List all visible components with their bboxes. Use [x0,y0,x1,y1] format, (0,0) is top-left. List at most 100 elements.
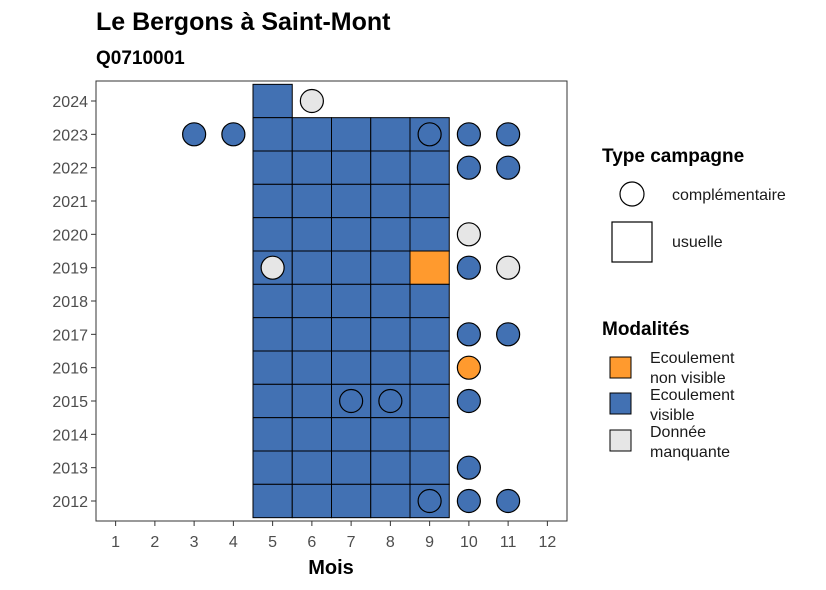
plot-area [95,80,568,522]
tile-2022-8 [370,150,411,185]
point-2022-11 [496,155,521,180]
point-2017-10 [456,322,481,347]
y-tick-label-2022: 2022 [52,161,88,178]
tile-2017-7 [331,317,372,352]
legend-type-usuelle: usuelle [672,234,723,251]
y-tick-label-2012: 2012 [52,494,88,511]
legend-swatch-manquante [609,429,632,452]
point-2024-6 [299,88,324,114]
y-tick-label-2014: 2014 [52,427,88,444]
x-tick-label-5: 5 [268,534,277,551]
tile-2012-8 [370,483,411,519]
tile-2021-9 [409,183,450,219]
x-tick-label-8: 8 [386,534,395,551]
legend-non-visible-line2: non visible [650,370,726,387]
tile-2016-7 [331,350,372,385]
tile-2024-5 [252,83,293,119]
legend-modalites-title: Modalités [602,319,690,340]
tile-2023-8 [370,117,411,152]
tile-2020-7 [331,217,372,252]
tile-2018-8 [370,283,411,319]
legend-type-campagne: Type campagne complémentaire usuelle [602,146,786,263]
legend-swatch-visible [609,392,632,415]
tile-2013-5 [252,450,293,485]
point-2019-10 [456,255,481,280]
point-2020-10 [456,222,481,247]
x-tick-label-11: 11 [500,534,517,551]
x-tick-label-2: 2 [150,534,159,551]
tile-2013-8 [370,450,411,485]
tile-2014-5 [252,417,293,452]
tile-2013-6 [291,450,332,485]
point-2013-10 [456,455,481,480]
tile-2018-5 [252,283,293,319]
tile-2014-7 [331,417,372,452]
tile-2021-5 [252,183,293,219]
tile-2022-7 [331,150,372,185]
tile-2015-5 [252,383,293,419]
point-2017-11 [496,322,521,347]
x-tick-label-1: 1 [111,534,120,551]
y-tick-label-2013: 2013 [52,461,88,478]
legend-square-symbol [611,221,653,263]
y-tick-label-2015: 2015 [52,394,88,411]
x-tick-label-12: 12 [538,534,556,551]
tile-2015-6 [291,383,332,419]
y-tick-label-2023: 2023 [52,127,88,144]
x-axis-label: Mois [308,557,354,579]
y-tick-label-2017: 2017 [52,327,88,344]
tile-2021-8 [370,183,411,219]
point-2023-9 [417,122,442,147]
tile-2018-9 [409,283,450,319]
y-tick-label-2019: 2019 [52,261,88,278]
tile-2023-6 [291,117,332,152]
tile-2023-5 [252,117,293,152]
point-2015-7 [339,388,364,414]
y-tick-label-2016: 2016 [52,361,88,378]
tile-2020-9 [409,217,450,252]
x-tick-label-7: 7 [347,534,356,551]
x-tick-label-4: 4 [229,534,238,551]
legend-manquante-line1: Donnée [650,424,706,441]
point-2019-5 [260,255,285,280]
point-2012-9 [417,488,442,514]
tile-2014-8 [370,417,411,452]
legend-visible-line1: Ecoulement [650,387,735,404]
y-tick-label-2021: 2021 [52,194,88,211]
y-tick-label-2020: 2020 [52,227,88,244]
point-2023-10 [456,122,481,147]
y-tick-label-2024: 2024 [52,94,88,111]
legend-non-visible-line1: Ecoulement [650,350,735,367]
tile-2014-9 [409,417,450,452]
point-2023-4 [221,122,246,147]
x-tick-label-6: 6 [307,534,316,551]
point-2012-10 [456,488,481,514]
x-tick-label-3: 3 [190,534,199,551]
tile-2012-7 [331,483,372,519]
tile-2012-6 [291,483,332,519]
legend-manquante-line2: manquante [650,444,730,461]
tile-2016-6 [291,350,332,385]
legend-type-title: Type campagne [602,146,744,167]
legend-modalites: Modalités Ecoulement non visible Ecoulem… [602,319,735,461]
tile-2019-9 [409,250,450,285]
tile-2019-7 [331,250,372,285]
tile-2021-7 [331,183,372,219]
y-tick-label-2018: 2018 [52,294,88,311]
tile-2013-9 [409,450,450,485]
chart-title: Le Bergons à Saint-Mont [96,8,391,36]
point-2016-10 [456,355,481,380]
chart-subtitle: Q0710001 [96,48,185,69]
legend-circle-symbol [619,181,645,207]
x-tick-label-9: 9 [425,534,434,551]
legend-swatch-non-visible [609,356,632,379]
tile-2017-5 [252,317,293,352]
tile-2019-8 [370,250,411,285]
axes: 1 2 3 4 5 6 7 8 9 10 11 122012201320142015201620172… [52,94,556,551]
point-2012-11 [496,488,521,514]
tile-2018-7 [331,283,372,319]
legend-type-complementaire: complémentaire [672,187,786,204]
point-2022-10 [456,155,481,180]
point-2019-11 [496,255,521,280]
